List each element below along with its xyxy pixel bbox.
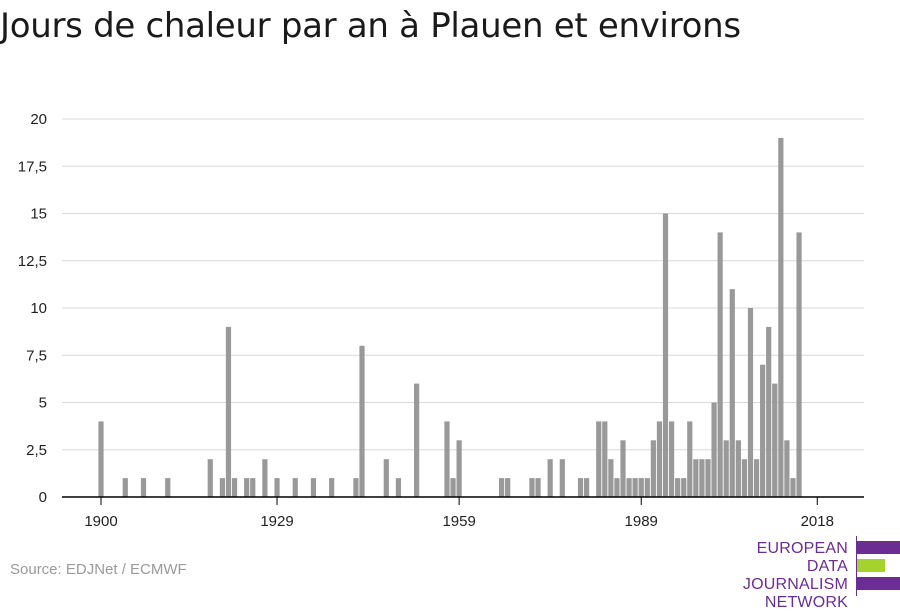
bar-1997 — [687, 421, 693, 497]
logo-bar-middle — [857, 559, 885, 572]
bar-1922 — [231, 478, 238, 497]
bar-1942 — [353, 478, 359, 497]
y-tick-label: 5 — [39, 395, 47, 412]
bar-1957 — [444, 421, 450, 497]
logo-bar-top — [857, 541, 900, 554]
y-tick-label: 2,5 — [26, 442, 47, 459]
logo-line-3: NETWORK — [764, 594, 848, 611]
bar-1938 — [329, 478, 335, 497]
y-tick-label: 12,5 — [18, 253, 47, 270]
y-tick-label: 17,5 — [18, 158, 47, 175]
gridlines — [62, 118, 864, 451]
bar-2011 — [772, 383, 778, 497]
logo-line-2: DATA JOURNALISM — [742, 558, 848, 593]
bar-2008 — [753, 459, 760, 497]
bar-1998 — [693, 459, 699, 497]
bar-1907 — [140, 478, 147, 497]
bar-1935 — [310, 478, 317, 497]
bar-2006 — [741, 459, 748, 497]
y-tick-label: 15 — [30, 206, 47, 223]
x-tick-label: 1959 — [442, 513, 475, 530]
source-note: Source: EDJNet / ECMWF — [10, 561, 187, 578]
bar-1911 — [165, 478, 171, 497]
bar-1958 — [450, 478, 456, 497]
bar-1996 — [681, 478, 687, 497]
bar-2004 — [729, 289, 735, 497]
y-tick-label: 0 — [39, 489, 47, 506]
logo-bar-bottom — [857, 577, 900, 590]
bar-2001 — [711, 402, 717, 497]
bar-1999 — [699, 459, 705, 497]
x-tick-label: 1989 — [625, 513, 658, 530]
bar-2013 — [784, 440, 790, 497]
bar-1924 — [244, 478, 250, 497]
bar-1943 — [359, 345, 365, 497]
bar-1980 — [584, 478, 590, 497]
bar-1987 — [626, 478, 632, 497]
edjnet-logo: EUROPEAN DATA JOURNALISM NETWORK — [700, 536, 900, 611]
bar-1976 — [559, 459, 565, 497]
bar-1986 — [620, 440, 626, 497]
bar-1991 — [650, 440, 656, 497]
bars — [98, 137, 802, 497]
bar-1989 — [638, 478, 644, 497]
bar-1982 — [596, 421, 602, 497]
bar-2009 — [760, 364, 766, 497]
bar-1972 — [535, 478, 541, 497]
bar-1927 — [262, 459, 268, 497]
bar-1992 — [656, 421, 663, 497]
bar-1920 — [219, 478, 225, 497]
x-tick-labels: 1900 1929 1959 1989 2018 — [84, 497, 834, 530]
bar-1988 — [632, 478, 638, 497]
logo-divider — [856, 536, 857, 596]
bar-2002 — [717, 232, 723, 497]
bar-2007 — [747, 308, 754, 497]
x-tick-label: 2018 — [801, 513, 834, 530]
logo-line-1: EUROPEAN — [756, 540, 848, 557]
bar-2003 — [723, 440, 729, 497]
x-tick-label: 1900 — [84, 513, 117, 530]
bar-1985 — [614, 478, 620, 497]
bar-1932 — [292, 478, 298, 497]
bar-chart: 0 2,5 5 7,5 10 12,5 15 17,5 20 1900 1929 1959 1989 2… — [18, 111, 864, 530]
bar-1949 — [395, 478, 402, 497]
chart-title: Jours de chaleur par an à Plauen et envi… — [0, 6, 741, 46]
bar-1990 — [644, 478, 650, 497]
y-tick-label: 20 — [30, 111, 47, 128]
bar-1994 — [668, 421, 675, 497]
bar-1993 — [662, 213, 669, 497]
y-tick-label: 10 — [30, 300, 47, 317]
bar-1921 — [225, 326, 232, 497]
y-tick-label: 7,5 — [26, 347, 47, 364]
bar-2010 — [766, 326, 772, 497]
bar-1967 — [505, 478, 511, 497]
bar-1974 — [547, 459, 553, 497]
bar-2015 — [796, 232, 802, 497]
bar-2000 — [705, 459, 711, 497]
bar-1983 — [602, 421, 608, 497]
bar-1952 — [414, 383, 420, 497]
bar-1984 — [608, 459, 614, 497]
bar-1929 — [274, 478, 280, 497]
x-tick-label: 1929 — [260, 513, 293, 530]
bar-1995 — [675, 478, 681, 497]
bar-1904 — [122, 478, 128, 497]
bar-1918 — [207, 459, 213, 497]
bar-1947 — [383, 459, 389, 497]
bar-1959 — [456, 440, 462, 497]
bar-1966 — [499, 478, 505, 497]
bar-2014 — [790, 478, 796, 497]
bar-1925 — [250, 478, 256, 497]
bar-1971 — [529, 478, 535, 497]
y-tick-labels: 0 2,5 5 7,5 10 12,5 15 17,5 20 — [18, 111, 47, 506]
bar-2005 — [735, 440, 741, 497]
bar-1900 — [98, 421, 104, 497]
bar-2012 — [778, 137, 784, 497]
bar-1979 — [577, 478, 584, 497]
